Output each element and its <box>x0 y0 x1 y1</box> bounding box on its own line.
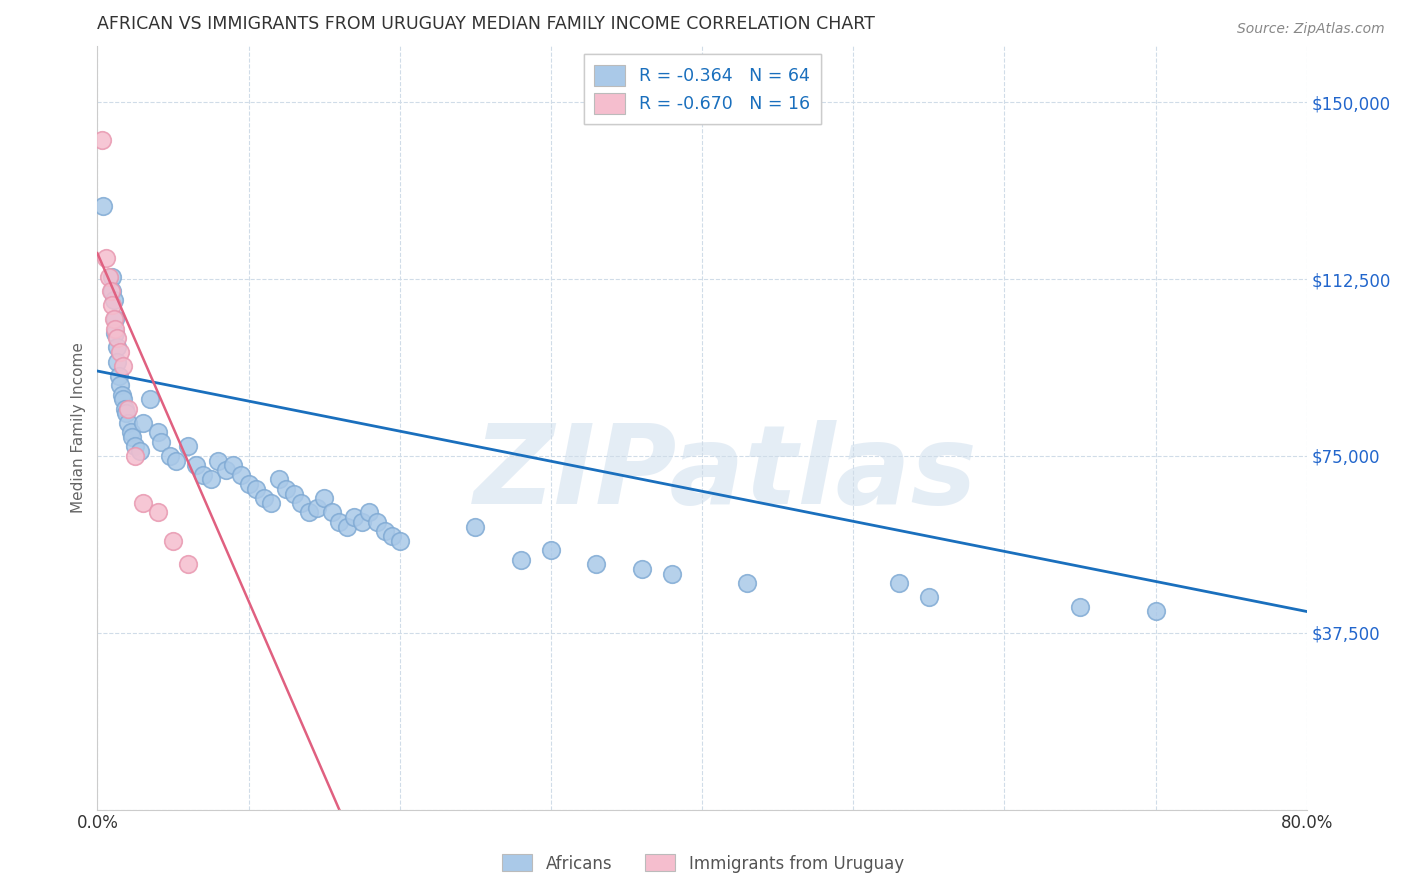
Point <box>101 269 124 284</box>
Text: Source: ZipAtlas.com: Source: ZipAtlas.com <box>1237 22 1385 37</box>
Point <box>245 482 267 496</box>
Point <box>98 269 121 284</box>
Point <box>115 407 138 421</box>
Point <box>540 543 562 558</box>
Point <box>193 467 215 482</box>
Point <box>96 251 118 265</box>
Point <box>509 552 531 566</box>
Point <box>112 392 135 407</box>
Point <box>105 354 128 368</box>
Point <box>359 506 381 520</box>
Point <box>200 473 222 487</box>
Point <box>366 515 388 529</box>
Point <box>381 529 404 543</box>
Point <box>918 591 941 605</box>
Point <box>124 440 146 454</box>
Point <box>321 506 343 520</box>
Point <box>105 341 128 355</box>
Point <box>159 449 181 463</box>
Legend: Africans, Immigrants from Uruguay: Africans, Immigrants from Uruguay <box>495 847 911 880</box>
Point <box>314 491 336 506</box>
Point <box>93 199 115 213</box>
Point <box>104 321 127 335</box>
Point <box>328 515 350 529</box>
Point <box>103 293 125 308</box>
Point <box>388 533 411 548</box>
Point <box>108 345 131 359</box>
Point <box>215 463 238 477</box>
Point <box>374 524 396 539</box>
Point <box>149 434 172 449</box>
Point <box>276 482 298 496</box>
Point <box>177 558 200 572</box>
Point <box>305 500 328 515</box>
Point <box>139 392 162 407</box>
Point <box>108 378 131 392</box>
Point <box>124 449 146 463</box>
Text: AFRICAN VS IMMIGRANTS FROM URUGUAY MEDIAN FAMILY INCOME CORRELATION CHART: AFRICAN VS IMMIGRANTS FROM URUGUAY MEDIA… <box>97 15 875 33</box>
Point <box>184 458 207 473</box>
Point <box>131 416 153 430</box>
Text: ZIPatlas: ZIPatlas <box>474 420 979 527</box>
Point <box>104 326 127 341</box>
Point <box>121 430 143 444</box>
Point <box>630 562 652 576</box>
Point <box>585 558 607 572</box>
Point <box>260 496 283 510</box>
Point <box>90 133 112 147</box>
Point <box>107 368 129 383</box>
Point <box>737 576 759 591</box>
Point <box>146 425 169 440</box>
Point <box>117 416 139 430</box>
Point <box>100 284 122 298</box>
Point <box>117 401 139 416</box>
Legend: R = -0.364   N = 64, R = -0.670   N = 16: R = -0.364 N = 64, R = -0.670 N = 16 <box>583 54 821 125</box>
Point <box>661 566 683 581</box>
Point <box>238 477 260 491</box>
Point <box>146 506 169 520</box>
Point <box>283 486 305 500</box>
Point <box>162 533 184 548</box>
Point <box>343 510 366 524</box>
Point <box>222 458 245 473</box>
Point <box>290 496 312 510</box>
Point <box>104 312 127 326</box>
Point <box>207 453 229 467</box>
Point <box>464 519 486 533</box>
Point <box>267 473 290 487</box>
Point <box>887 576 910 591</box>
Point <box>101 298 124 312</box>
Point <box>128 444 150 458</box>
Point <box>253 491 276 506</box>
Point <box>1069 599 1091 614</box>
Point <box>120 425 142 440</box>
Point <box>105 331 128 345</box>
Point <box>114 401 136 416</box>
Point <box>177 440 200 454</box>
Point <box>131 496 153 510</box>
Point <box>298 506 321 520</box>
Point <box>110 387 132 401</box>
Point <box>229 467 252 482</box>
Point <box>101 284 124 298</box>
Y-axis label: Median Family Income: Median Family Income <box>72 343 86 513</box>
Point <box>1144 605 1167 619</box>
Point <box>350 515 373 529</box>
Point <box>336 519 359 533</box>
Point <box>165 453 187 467</box>
Point <box>103 312 125 326</box>
Point <box>112 359 135 374</box>
